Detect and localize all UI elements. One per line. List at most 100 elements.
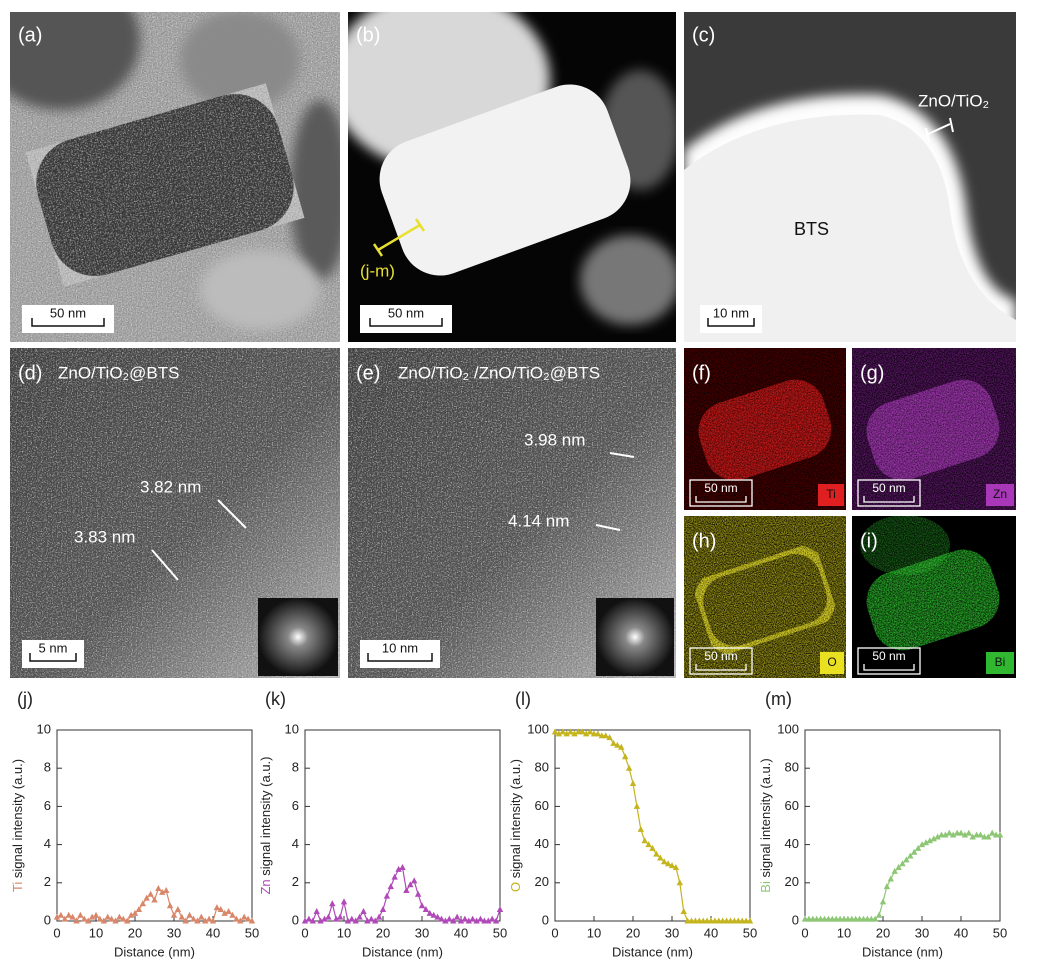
data-marker xyxy=(563,730,570,737)
data-marker xyxy=(485,917,492,924)
thickness-label: 3.83 nm xyxy=(74,527,135,546)
data-marker xyxy=(139,900,146,907)
data-marker xyxy=(492,917,500,924)
data-marker xyxy=(100,917,107,924)
x-tick-label: 50 xyxy=(493,925,507,940)
data-marker xyxy=(446,915,453,922)
data-marker xyxy=(946,829,953,836)
data-marker xyxy=(147,890,154,897)
data-marker xyxy=(422,906,430,913)
data-marker xyxy=(614,741,621,748)
data-marker xyxy=(746,917,754,924)
thickness-label: 4.14 nm xyxy=(508,511,569,530)
scale-bar-label: 5 nm xyxy=(39,640,68,655)
y-tick-label: 2 xyxy=(292,874,299,889)
data-marker xyxy=(555,730,563,737)
panel-i xyxy=(852,516,1016,678)
data-marker xyxy=(372,917,379,924)
data-marker xyxy=(887,875,894,882)
data-marker xyxy=(379,906,387,913)
data-marker xyxy=(368,915,375,922)
data-marker xyxy=(579,728,586,735)
panel-label: (b) xyxy=(356,24,380,46)
core-label: BTS xyxy=(794,219,829,239)
data-marker xyxy=(676,879,683,886)
x-tick-label: 40 xyxy=(206,925,220,940)
data-marker xyxy=(202,917,209,924)
data-marker xyxy=(182,917,189,924)
data-marker xyxy=(961,831,969,838)
plot-frame xyxy=(304,729,501,922)
data-marker xyxy=(360,907,367,914)
data-marker xyxy=(344,917,352,924)
data-line xyxy=(554,731,750,922)
data-marker xyxy=(610,739,617,746)
y-axis-title: Bi signal intensity (a.u.) xyxy=(758,758,773,892)
panel-label: (j) xyxy=(17,689,33,709)
x-axis-title: Distance (nm) xyxy=(362,944,443,959)
data-marker xyxy=(356,913,363,920)
data-marker xyxy=(407,881,414,888)
data-marker xyxy=(899,860,906,867)
panel-g xyxy=(852,348,1016,510)
data-marker xyxy=(645,841,652,848)
data-marker xyxy=(918,841,926,848)
data-marker xyxy=(333,915,340,922)
data-marker xyxy=(496,906,504,913)
y-tick-label: 0 xyxy=(792,912,799,927)
data-marker xyxy=(233,915,240,922)
panel-label: (k) xyxy=(265,689,286,709)
panel-d xyxy=(10,348,340,678)
panel-label: (f) xyxy=(692,362,711,384)
data-marker xyxy=(625,764,633,771)
data-marker xyxy=(395,865,402,872)
y-axis-title: O signal intensity (a.u.) xyxy=(508,759,523,892)
y-tick-label: 20 xyxy=(535,874,549,889)
element-tag: Ti xyxy=(826,487,836,501)
x-tick-label: 10 xyxy=(837,925,851,940)
data-marker xyxy=(399,864,406,871)
data-marker xyxy=(637,825,644,832)
x-tick-label: 0 xyxy=(551,925,558,940)
data-marker xyxy=(61,915,68,922)
data-marker xyxy=(934,833,941,840)
panel-label: (m) xyxy=(765,689,792,709)
panel-h xyxy=(684,516,846,678)
data-marker xyxy=(321,915,328,922)
data-marker xyxy=(985,833,992,840)
data-marker xyxy=(237,917,244,924)
data-marker xyxy=(77,911,84,918)
data-marker xyxy=(473,917,480,924)
data-marker xyxy=(244,915,252,922)
panel-c xyxy=(684,12,1016,342)
panel-label: (a) xyxy=(18,24,42,46)
data-marker xyxy=(124,917,131,924)
data-marker xyxy=(190,915,197,922)
scale-bar-label: 50 nm xyxy=(872,481,905,495)
sample-title: ZnO/TiO₂@BTS xyxy=(58,363,179,382)
data-marker xyxy=(434,913,441,920)
element-tag: Bi xyxy=(995,655,1006,669)
data-marker xyxy=(633,802,641,809)
y-tick-label: 40 xyxy=(535,836,549,851)
data-marker xyxy=(194,917,201,924)
y-tick-label: 100 xyxy=(777,721,799,736)
y-tick-label: 100 xyxy=(527,721,549,736)
data-line xyxy=(304,866,501,922)
data-marker xyxy=(442,917,449,924)
y-axis-element: Ti xyxy=(10,882,25,892)
data-marker xyxy=(325,913,332,920)
x-axis-title: Distance (nm) xyxy=(114,944,195,959)
x-axis-title: Distance (nm) xyxy=(862,944,943,959)
data-marker xyxy=(69,913,76,920)
y-tick-label: 60 xyxy=(535,798,549,813)
data-marker xyxy=(477,915,484,922)
data-marker xyxy=(166,902,174,909)
data-marker xyxy=(301,917,309,924)
data-marker xyxy=(336,913,344,920)
y-tick-label: 8 xyxy=(44,760,51,775)
data-marker xyxy=(205,915,213,922)
data-marker xyxy=(618,743,625,750)
data-marker xyxy=(661,858,668,865)
panel-label: (e) xyxy=(356,362,380,384)
